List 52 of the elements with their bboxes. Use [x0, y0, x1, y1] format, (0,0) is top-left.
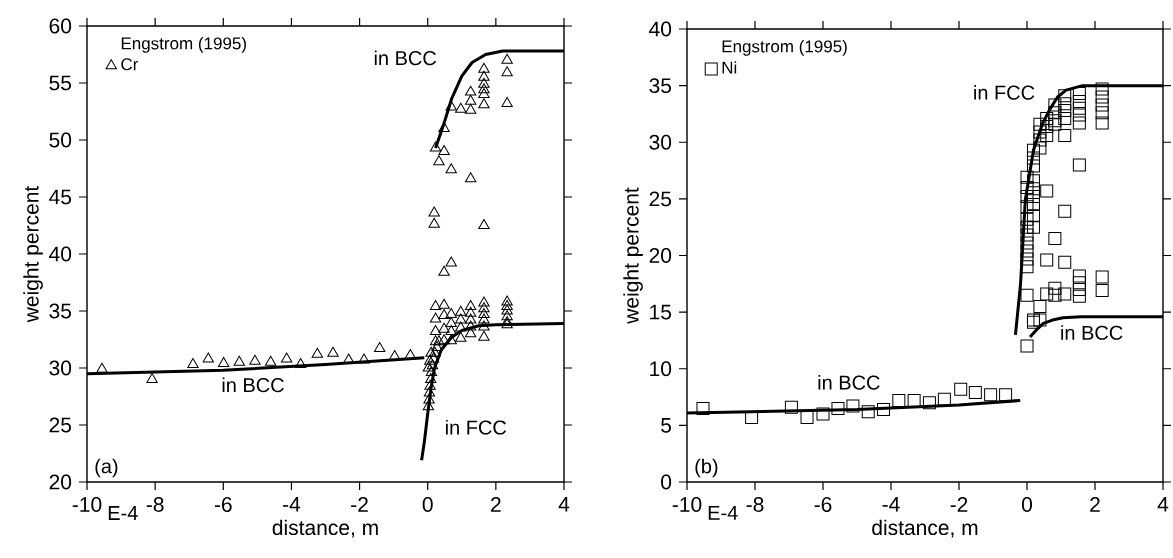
legend-label: Ni	[722, 61, 737, 74]
y-tick-label: 20	[649, 248, 672, 263]
x-tick-label: 4	[1157, 497, 1169, 512]
x-tick-label: -10	[672, 497, 702, 512]
y-tick-label: 40	[649, 21, 672, 37]
y-axis-title: weight percent	[623, 187, 643, 324]
y-tick-label: 0	[661, 474, 672, 490]
series-label: in BCC	[222, 377, 284, 393]
text: E-4	[108, 506, 138, 520]
series-label: in FCC	[446, 419, 507, 435]
y-tick-label: 55	[49, 75, 72, 91]
y-tick-label: 50	[49, 132, 72, 148]
y-tick-label: 25	[649, 191, 672, 207]
legend-title: Engstrom (1995)	[121, 36, 246, 53]
y-tick-label: 15	[650, 304, 672, 320]
x-tick-label: -10	[72, 497, 102, 512]
y-tick-label: 45	[49, 189, 72, 205]
legend-label: Cr	[121, 58, 139, 71]
x-tick-label: 0	[1021, 497, 1033, 512]
series-label: in BCC	[1061, 325, 1123, 340]
x-tick-label: -8	[746, 497, 764, 512]
x-tick-label: -6	[214, 497, 232, 512]
y-tick-label: 35	[49, 303, 72, 319]
x-tick-label: -8	[146, 497, 164, 512]
x-tick-label: -2	[950, 497, 968, 512]
series-label: in BCC	[818, 375, 880, 390]
legend-title: Engstrom (1995)	[722, 39, 847, 56]
y-tick-label: 25	[49, 417, 72, 433]
y-tick-label: 35	[649, 78, 672, 94]
annotation: (a)	[95, 458, 118, 478]
x-tick-label: -2	[351, 497, 368, 512]
x-tick-label: 2	[1090, 497, 1100, 512]
annotation: (b)	[695, 458, 718, 478]
text: E-4	[708, 505, 738, 520]
x-tick-label: 2	[491, 497, 501, 512]
y-tick-label: 5	[661, 418, 672, 433]
series-label: in BCC	[374, 50, 437, 66]
x-tick-label: 0	[422, 497, 433, 512]
y-tick-label: 30	[649, 134, 672, 150]
x-tick-label: -4	[283, 497, 301, 512]
y-tick-label: 60	[49, 18, 72, 34]
y-tick-label: 40	[49, 246, 72, 262]
x-tick-label: -4	[882, 497, 900, 512]
y-tick-label: 10	[650, 361, 672, 377]
x-tick-label: 4	[558, 497, 570, 512]
x-axis-title: distance, m	[272, 519, 378, 538]
y-tick-label: 20	[49, 474, 72, 490]
x-axis-title: distance, m	[872, 519, 978, 538]
x-tick-label: -6	[814, 497, 832, 512]
y-axis-title: weight percent	[23, 185, 43, 323]
series-label: in FCC	[974, 85, 1035, 100]
y-tick-label: 30	[49, 360, 72, 376]
